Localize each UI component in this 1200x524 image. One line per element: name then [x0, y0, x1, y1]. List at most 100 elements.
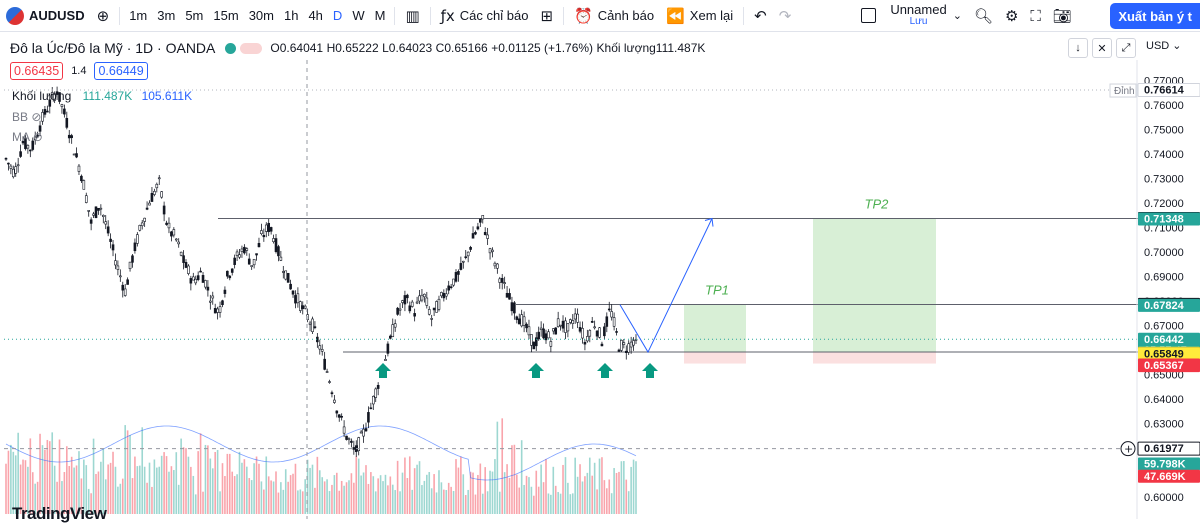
- compare-button[interactable]: ⊕: [91, 0, 116, 32]
- interval-M[interactable]: M: [374, 8, 386, 23]
- volume-bar: [114, 466, 117, 514]
- volume-bar: [107, 464, 109, 514]
- candle-body: [481, 215, 485, 220]
- volume-bar: [292, 473, 294, 514]
- volume-bar: [610, 493, 613, 514]
- candle-body: [503, 282, 506, 284]
- price-tick-label: 0.75000: [1144, 125, 1184, 137]
- candle-body: [165, 222, 168, 225]
- volume-bar: [540, 464, 542, 514]
- publish-button[interactable]: Xuất bản ý t: [1110, 3, 1200, 29]
- settings-button[interactable]: ⚙: [999, 0, 1024, 32]
- volume-bar: [516, 474, 518, 514]
- volume-bar: [124, 425, 126, 514]
- candle-body: [26, 145, 30, 149]
- volume-bar: [102, 448, 105, 514]
- candle-body: [33, 136, 37, 141]
- candle-body: [425, 297, 429, 306]
- volume-bar: [53, 465, 56, 514]
- volume-bar: [362, 472, 365, 514]
- interval-D[interactable]: D: [332, 8, 343, 23]
- volume-bar: [455, 459, 457, 514]
- tradingview-logo: TradingView: [12, 504, 107, 523]
- candle-body: [335, 410, 339, 414]
- volume-bar: [384, 474, 387, 514]
- collapse-button[interactable]: ✕: [1092, 38, 1112, 58]
- price-tag: 59.798K: [1138, 457, 1200, 471]
- candle-body: [196, 275, 200, 280]
- candle-body: [624, 350, 628, 353]
- candle-body: [464, 256, 468, 259]
- peak-label-box: [1109, 83, 1137, 98]
- price-tag-bg: [1138, 469, 1200, 483]
- replay-button[interactable]: ⏪ Xem lại: [660, 0, 739, 32]
- interval-5m[interactable]: 5m: [185, 8, 204, 23]
- volume-bar: [301, 491, 304, 514]
- volume-bar: [355, 456, 358, 514]
- volume-bar: [100, 461, 102, 514]
- candle-body: [89, 219, 93, 224]
- redo-button[interactable]: ↷: [773, 0, 798, 32]
- candle-body: [393, 323, 397, 328]
- candle-body: [440, 292, 443, 297]
- candle-body: [437, 298, 441, 310]
- alerts-button[interactable]: ⏰ Cảnh báo: [568, 0, 660, 32]
- volume-bar: [445, 490, 448, 514]
- volume-bar: [226, 453, 229, 514]
- candle-body: [423, 293, 426, 298]
- candle-body: [65, 117, 69, 128]
- undo-button[interactable]: ↶: [748, 0, 773, 32]
- undo-icon: ↶: [754, 6, 767, 25]
- snapshot-button[interactable]: 📷︎: [1047, 0, 1078, 32]
- price-axis[interactable]: 0.770000.760000.750000.740000.730000.720…: [1109, 60, 1200, 519]
- candle-body: [245, 248, 249, 251]
- buy-button[interactable]: 0.66449: [94, 62, 148, 80]
- volume-bar: [148, 462, 151, 514]
- horizontal-levels: [218, 218, 1138, 353]
- maximize-button[interactable]: ⤢: [1116, 38, 1136, 58]
- ohlc-open: O0.64041: [270, 41, 324, 55]
- sell-button[interactable]: 0.66435: [10, 62, 64, 80]
- interval-1m[interactable]: 1m: [129, 8, 148, 23]
- move-down-button[interactable]: ↓: [1068, 38, 1088, 58]
- volume-bar: [481, 493, 484, 514]
- interval-3m[interactable]: 3m: [157, 8, 176, 23]
- search-button[interactable]: 🔍︎: [968, 0, 999, 32]
- indicator-bb[interactable]: BB ⊘: [12, 110, 42, 124]
- interval-W[interactable]: W: [352, 8, 365, 23]
- symbol-search[interactable]: AUDUSD: [0, 0, 91, 32]
- candle-body: [333, 399, 336, 403]
- indicator-ma[interactable]: MA ⊘: [12, 130, 43, 144]
- candle-body: [396, 307, 399, 315]
- interval-4h[interactable]: 4h: [308, 8, 323, 23]
- volume-bar: [394, 490, 396, 514]
- camera-icon: 📷︎: [1052, 6, 1072, 25]
- candle-body: [191, 276, 195, 281]
- target-label-tp2: TP2: [865, 197, 890, 212]
- projection-arrowhead: [704, 217, 714, 227]
- templates-button[interactable]: ⊞: [534, 0, 559, 32]
- peak-label: Đỉnh: [1114, 85, 1135, 97]
- volume-bar: [131, 478, 134, 514]
- volume-bar: [136, 466, 139, 514]
- volume-bar: [535, 470, 538, 514]
- currency-selector[interactable]: USD ⌄: [1146, 40, 1182, 52]
- candles: [4, 86, 638, 457]
- indicators-button[interactable]: ƒx Các chỉ báo: [435, 0, 535, 32]
- layout-menu[interactable]: Unnamed Lưu ⌄: [855, 0, 968, 32]
- candle-body: [564, 320, 567, 333]
- ohlc-volume: Khối lượng111.487K: [596, 41, 706, 55]
- interval-1h[interactable]: 1h: [283, 8, 299, 23]
- price-tag: 0.65849: [1138, 347, 1200, 361]
- candle-body: [106, 226, 110, 234]
- volume-bar: [83, 459, 85, 514]
- candle-body: [187, 265, 190, 274]
- candle-body: [80, 175, 83, 182]
- chart-type-button[interactable]: ▥: [399, 0, 425, 32]
- interval-30m[interactable]: 30m: [248, 8, 274, 23]
- fullscreen-button[interactable]: ⛶: [1024, 0, 1047, 32]
- volume-bar: [554, 485, 557, 514]
- interval-15m[interactable]: 15m: [213, 8, 239, 23]
- candle-body: [77, 165, 81, 172]
